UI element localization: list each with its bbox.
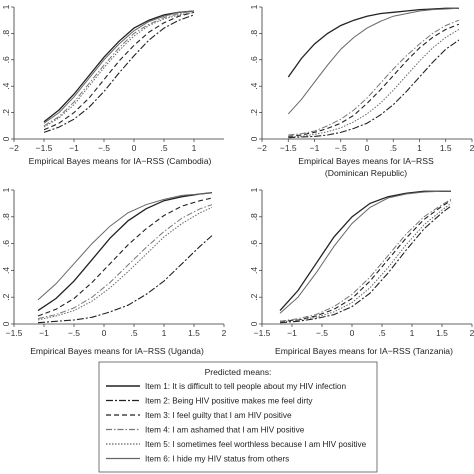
x-axis-label: Empirical Bayes means for IA−RSS (Cambod… <box>29 156 212 166</box>
y-tick-label: 0 <box>249 321 259 326</box>
x-tick-label: 0 <box>132 143 137 153</box>
x-tick-label: .5 <box>130 328 137 338</box>
y-tick-label: .4 <box>249 267 259 274</box>
series-line-item-3 <box>279 200 452 322</box>
x-tick-label: .5 <box>160 143 167 153</box>
x-tick-label: −1.5 <box>6 328 23 338</box>
y-tick-label: .2 <box>1 109 11 116</box>
x-axis-label: Empirical Bayes means for IA−RSS (Uganda… <box>30 346 204 356</box>
y-tick-label: .4 <box>249 82 259 89</box>
legend-label-item-6: Item 6: I hide my HIV status from others <box>145 455 289 464</box>
panel-dominican-republic: Empirical Bayes means for IA−RSS (Dominic… <box>249 4 474 178</box>
legend-label-item-1: Item 1: It is difficult to tell people a… <box>145 382 346 391</box>
x-tick-label: 2 <box>470 328 474 338</box>
legend: Predicted means: Item 1: It is difficult… <box>98 361 378 473</box>
series-line-item-1 <box>43 10 195 123</box>
x-tick-label: .5 <box>378 328 385 338</box>
x-tick-label: −2 <box>9 143 19 153</box>
series-line-item-1 <box>279 190 451 312</box>
y-tick-label: 1 <box>249 187 259 192</box>
y-tick-label: 0 <box>1 136 11 141</box>
x-tick-label: 1 <box>162 328 167 338</box>
y-tick-label: 0 <box>249 136 259 141</box>
x-tick-label: −1.5 <box>36 143 53 153</box>
series-line-item-4 <box>43 10 195 127</box>
series-line-item-2 <box>37 235 213 324</box>
y-tick-label: .8 <box>249 213 259 220</box>
panel-cambodia: Empirical Bayes means for IA−RSS (Cambod… <box>1 4 224 166</box>
y-tick-label: .4 <box>1 82 11 89</box>
series-line-item-4 <box>279 198 452 322</box>
legend-label-item-3: Item 3: I feel guilty that I am HIV posi… <box>145 411 292 420</box>
series-line-item-3 <box>288 23 460 137</box>
series-line-item-6 <box>279 190 451 314</box>
y-tick-label: .8 <box>1 213 11 220</box>
x-tick-label: −1.5 <box>280 143 297 153</box>
y-tick-label: 0 <box>1 321 11 326</box>
y-tick-label: 1 <box>1 4 11 9</box>
y-tick-label: .6 <box>1 240 11 247</box>
x-tick-label: −.5 <box>68 328 80 338</box>
y-tick-label: .2 <box>1 293 11 300</box>
x-tick-label: −1.5 <box>254 328 271 338</box>
x-axis-label: Empirical Bayes means for IA−RSS <box>298 156 434 166</box>
series-line-item-6 <box>287 7 459 115</box>
series-line-item-5 <box>37 206 213 321</box>
series-line-item-1 <box>37 192 213 312</box>
series-line-item-5 <box>279 202 452 323</box>
x-tick-label: 1.5 <box>188 328 200 338</box>
panel-uganda: Empirical Bayes means for IA−RSS (Uganda… <box>1 187 227 356</box>
series-line-item-2 <box>288 39 460 139</box>
x-axis-label-line2: (Dominican Republic) <box>325 168 407 178</box>
series-line-item-2 <box>279 205 452 324</box>
y-tick-label: .6 <box>249 56 259 63</box>
y-tick-label: .2 <box>249 293 259 300</box>
legend-entries: Item 1: It is difficult to tell people a… <box>106 382 367 464</box>
x-tick-label: 1 <box>417 143 422 153</box>
y-tick-label: 1 <box>249 4 259 9</box>
y-tick-label: .6 <box>1 56 11 63</box>
y-tick-label: .8 <box>1 30 11 37</box>
x-tick-label: −1 <box>310 143 320 153</box>
x-tick-label: −1 <box>287 328 297 338</box>
legend-title: Predicted means: <box>205 367 272 377</box>
x-tick-label: 1.5 <box>440 143 452 153</box>
y-tick-label: 1 <box>1 187 11 192</box>
legend-box <box>98 361 378 473</box>
series-line-item-2 <box>43 14 195 133</box>
series-line-item-3 <box>37 197 213 317</box>
series-line-item-6 <box>43 10 195 124</box>
x-tick-label: −.5 <box>98 143 110 153</box>
x-tick-label: 1 <box>410 328 415 338</box>
legend-label-item-5: Item 5: I sometimes feel worthless becau… <box>145 440 367 449</box>
x-tick-label: 2 <box>470 143 474 153</box>
x-tick-label: 0 <box>102 328 107 338</box>
series-line-item-4 <box>37 204 213 320</box>
x-tick-label: −1 <box>39 328 49 338</box>
x-tick-label: 1 <box>192 143 197 153</box>
x-tick-label: 2 <box>222 328 227 338</box>
y-tick-label: .6 <box>249 240 259 247</box>
series-line-item-1 <box>287 7 459 78</box>
series-line-item-5 <box>43 11 195 128</box>
series-line-item-4 <box>288 19 460 136</box>
legend-label-item-4: Item 4: I am ashamed that I am HIV posit… <box>145 426 305 435</box>
x-tick-label: −.5 <box>316 328 328 338</box>
x-tick-label: −1 <box>69 143 79 153</box>
series-line-item-6 <box>37 192 213 301</box>
y-tick-label: .2 <box>249 109 259 116</box>
x-tick-label: .5 <box>390 143 397 153</box>
y-tick-label: .8 <box>249 30 259 37</box>
legend-label-item-2: Item 2: Being HIV positive makes me feel… <box>145 397 313 406</box>
panel-tanzania: Empirical Bayes means for IA−RSS (Tanzan… <box>249 187 474 356</box>
x-tick-label: 0 <box>350 328 355 338</box>
x-tick-label: −2 <box>257 143 267 153</box>
y-tick-label: .4 <box>1 267 11 274</box>
x-tick-label: 1.5 <box>436 328 448 338</box>
x-tick-label: 0 <box>365 143 370 153</box>
x-axis-label: Empirical Bayes means for IA−RSS (Tanzan… <box>275 346 453 356</box>
series-line-item-3 <box>43 11 195 131</box>
x-tick-label: −.5 <box>335 143 347 153</box>
